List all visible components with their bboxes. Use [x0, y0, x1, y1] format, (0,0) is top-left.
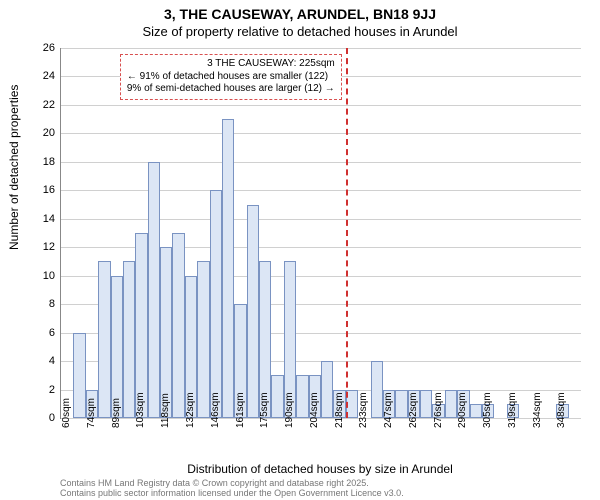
x-tick: 233sqm	[358, 392, 369, 428]
histogram-bar	[395, 390, 407, 418]
histogram-bar	[470, 404, 482, 418]
reference-line	[346, 48, 348, 418]
annotation-box: 3 THE CAUSEWAY: 225sqm← 91% of detached …	[120, 54, 342, 100]
gridline	[61, 133, 581, 134]
x-tick: 190sqm	[284, 392, 295, 428]
histogram-bar	[73, 333, 85, 418]
x-tick: 60sqm	[61, 398, 72, 428]
y-tick: 20	[43, 127, 61, 139]
x-tick: 74sqm	[86, 398, 97, 428]
y-tick: 14	[43, 213, 61, 225]
chart-title-2: Size of property relative to detached ho…	[0, 24, 600, 39]
x-tick: 161sqm	[235, 392, 246, 428]
y-tick: 16	[43, 184, 61, 196]
y-tick: 12	[43, 241, 61, 253]
x-axis-label: Distribution of detached houses by size …	[60, 462, 580, 476]
gridline	[61, 105, 581, 106]
x-tick: 348sqm	[556, 392, 567, 428]
histogram-bar	[222, 119, 234, 418]
footer-line-1: Contains HM Land Registry data © Crown c…	[60, 478, 404, 488]
histogram-bar	[247, 205, 259, 418]
x-tick: 218sqm	[334, 392, 345, 428]
histogram-bar	[98, 261, 110, 418]
y-axis-label: Number of detached properties	[7, 85, 21, 250]
annotation-line-2: ← 91% of detached houses are smaller (12…	[127, 71, 335, 84]
y-tick: 6	[49, 327, 61, 339]
x-tick: 276sqm	[433, 392, 444, 428]
annotation-line-3: 9% of semi-detached houses are larger (1…	[127, 83, 335, 96]
y-tick: 0	[49, 412, 61, 424]
histogram-bar	[296, 375, 308, 418]
chart-title-1: 3, THE CAUSEWAY, ARUNDEL, BN18 9JJ	[0, 6, 600, 22]
y-tick: 18	[43, 156, 61, 168]
gridline	[61, 190, 581, 191]
x-tick: 247sqm	[383, 392, 394, 428]
gridline	[61, 219, 581, 220]
y-tick: 2	[49, 384, 61, 396]
y-tick: 4	[49, 355, 61, 367]
histogram-bar	[123, 261, 135, 418]
footer-attribution: Contains HM Land Registry data © Crown c…	[60, 478, 404, 499]
histogram-bar	[420, 390, 432, 418]
histogram-bar	[445, 390, 457, 418]
x-tick: 89sqm	[111, 398, 122, 428]
histogram-bar	[271, 375, 283, 418]
histogram-bar	[197, 261, 209, 418]
y-tick: 22	[43, 99, 61, 111]
chart-container: 3, THE CAUSEWAY, ARUNDEL, BN18 9JJ Size …	[0, 0, 600, 500]
y-tick: 8	[49, 298, 61, 310]
x-tick: 175sqm	[259, 392, 270, 428]
y-tick: 10	[43, 270, 61, 282]
x-tick: 334sqm	[532, 392, 543, 428]
x-tick: 290sqm	[457, 392, 468, 428]
histogram-bar	[321, 361, 333, 418]
plot-area: 0246810121416182022242660sqm74sqm89sqm10…	[60, 48, 581, 419]
x-tick: 118sqm	[160, 393, 171, 428]
footer-line-2: Contains public sector information licen…	[60, 488, 404, 498]
histogram-bar	[148, 162, 160, 418]
histogram-bar	[210, 190, 222, 418]
histogram-bar	[111, 276, 123, 418]
gridline	[61, 162, 581, 163]
histogram-bar	[135, 233, 147, 418]
histogram-bar	[371, 361, 383, 418]
x-tick: 305sqm	[482, 392, 493, 428]
y-tick: 24	[43, 70, 61, 82]
x-tick: 103sqm	[135, 392, 146, 428]
annotation-line-1: 3 THE CAUSEWAY: 225sqm	[127, 58, 335, 71]
histogram-bar	[172, 233, 184, 418]
x-tick: 262sqm	[408, 392, 419, 428]
gridline	[61, 48, 581, 49]
x-tick: 319sqm	[507, 392, 518, 428]
x-tick: 146sqm	[210, 392, 221, 428]
y-tick: 26	[43, 42, 61, 54]
x-tick: 204sqm	[309, 392, 320, 428]
x-tick: 132sqm	[185, 392, 196, 428]
